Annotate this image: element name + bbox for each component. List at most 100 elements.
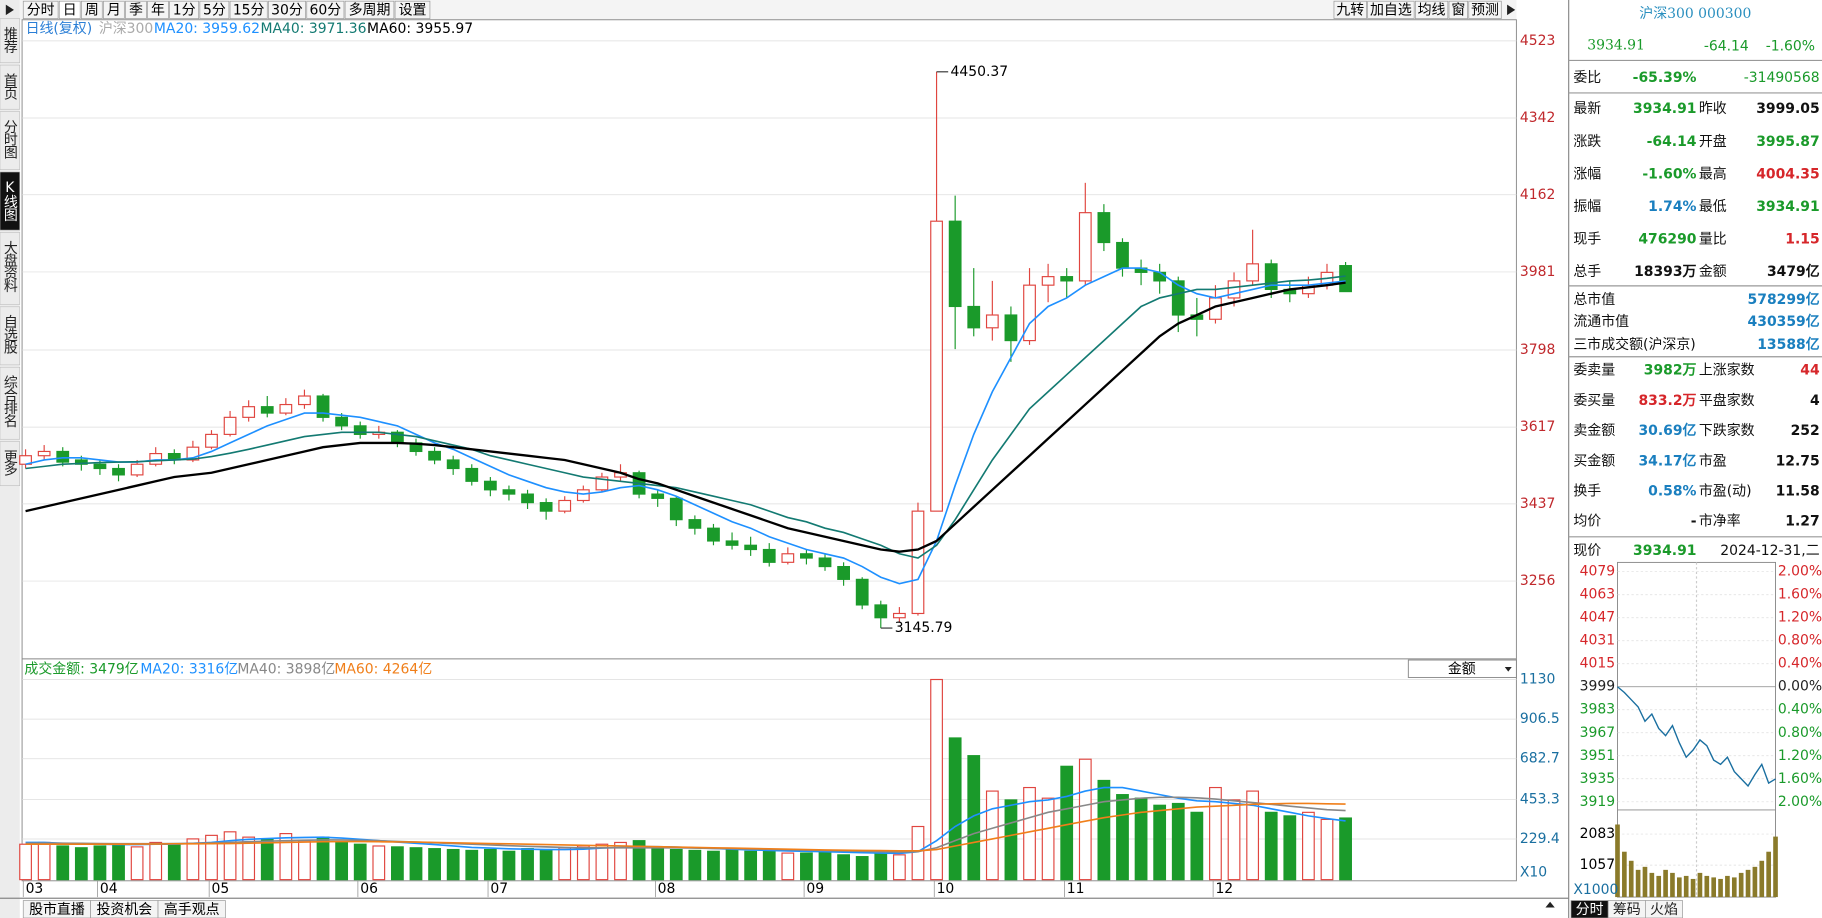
toolbar-button[interactable]: [394, 0, 431, 19]
sidebar-tab-label[interactable]: 综合排名: [2, 375, 18, 428]
volume-selector-label[interactable]: 金额: [1448, 661, 1476, 677]
quote-value: 3999.05: [1756, 101, 1819, 117]
toolbar-button[interactable]: [1333, 0, 1367, 19]
volume-bar: [316, 836, 330, 881]
scroll-up-icon[interactable]: [1545, 901, 1555, 908]
sidebar-tab-label[interactable]: 分时图: [2, 120, 18, 160]
quote-value: 13588亿: [1757, 336, 1819, 353]
volume-bar: [744, 850, 758, 881]
bottom-tab-label[interactable]: 股市直播: [29, 901, 85, 918]
intraday-volume-bar: [1745, 869, 1751, 898]
toolbar-button[interactable]: [268, 0, 306, 19]
toolbar-button-label[interactable]: 15分: [233, 2, 265, 18]
candle-body: [837, 565, 850, 580]
toolbar-button[interactable]: [147, 0, 169, 19]
volume-bar: [1041, 797, 1055, 881]
sidebar-tab-label[interactable]: 首页: [2, 73, 18, 100]
toolbar-arrow[interactable]: [1507, 4, 1516, 16]
intraday-tab-label[interactable]: 分时: [1576, 902, 1604, 918]
sidebar-tab-label[interactable]: 推荐: [2, 27, 18, 54]
toolbar-button[interactable]: [169, 0, 200, 19]
toolbar-button-label[interactable]: 5分: [203, 2, 226, 18]
volume-bar: [1153, 804, 1167, 881]
toolbar-button-label[interactable]: 加自选: [1370, 2, 1412, 18]
sidebar-tab[interactable]: [0, 64, 21, 110]
toolbar-button[interactable]: [1468, 0, 1502, 19]
sidebar-tab-label[interactable]: 大盘资料: [2, 241, 18, 294]
toolbar-button[interactable]: [1414, 0, 1449, 19]
volume-bar: [502, 850, 516, 881]
toolbar-button[interactable]: [103, 0, 125, 19]
volume-bar: [186, 838, 200, 881]
toolbar-button[interactable]: [125, 0, 147, 19]
volume-bar: [707, 850, 720, 881]
toolbar-button-label[interactable]: 预测: [1471, 2, 1499, 18]
y-tick-label: 1130: [1520, 672, 1555, 688]
toolbar-button-label[interactable]: 30分: [271, 2, 303, 18]
quote-value: 3479亿: [1767, 263, 1820, 280]
toolbar-arrow[interactable]: [5, 4, 14, 16]
quote-label: 最低: [1699, 199, 1727, 215]
volume-bar: [595, 843, 609, 881]
toolbar-button-label[interactable]: 窗: [1451, 1, 1465, 18]
toolbar-button[interactable]: [199, 0, 230, 19]
candle-body: [37, 450, 51, 457]
candle-body: [298, 395, 311, 406]
toolbar-button[interactable]: [58, 0, 81, 19]
volume-bar: [1264, 811, 1278, 881]
toolbar-button[interactable]: [306, 0, 345, 19]
bottom-tab-label[interactable]: 高手观点: [164, 901, 220, 918]
candle-body: [1023, 284, 1036, 342]
toolbar-button[interactable]: [22, 0, 59, 19]
y-tick-label: 4047: [1580, 610, 1615, 626]
toolbar-button-label[interactable]: 日: [63, 2, 77, 18]
toolbar-button-label[interactable]: 分时: [27, 2, 55, 18]
volume-bar: [372, 845, 386, 881]
ma-line: [25, 275, 1346, 559]
toolbar-button[interactable]: [1448, 0, 1468, 19]
sidebar-tab[interactable]: [0, 171, 21, 231]
sidebar-tab-label[interactable]: 自选股: [2, 315, 18, 356]
intraday-tab-label[interactable]: 火焰: [1650, 902, 1678, 918]
volume-selector[interactable]: [1407, 659, 1517, 678]
quote-value: 578299亿: [1748, 291, 1820, 308]
toolbar-button-label[interactable]: 季: [129, 2, 143, 18]
x-tick-label: 07: [490, 881, 508, 897]
x-tick-label: 03: [26, 881, 44, 897]
candle-body: [130, 463, 144, 476]
bottom-tab-label[interactable]: 投资机会: [96, 902, 152, 918]
toolbar-button[interactable]: [229, 0, 268, 19]
x-tick-label: 08: [658, 881, 676, 897]
sidebar-tab[interactable]: [0, 232, 21, 305]
toolbar-button-label[interactable]: 月: [107, 2, 121, 18]
toolbar-button-label[interactable]: 年: [151, 2, 165, 18]
sidebar-tab[interactable]: [0, 306, 21, 366]
candle-body: [1171, 280, 1185, 316]
toolbar-button[interactable]: [80, 0, 103, 19]
toolbar-button-label[interactable]: 均线: [1418, 2, 1446, 18]
sidebar-tab[interactable]: [0, 18, 21, 64]
sidebar-tab-label[interactable]: K线图: [2, 180, 18, 222]
intraday-tab-label[interactable]: 筹码: [1613, 901, 1641, 918]
pct-tick-label: 2.00%: [1778, 564, 1822, 580]
sidebar-tab[interactable]: [0, 111, 21, 170]
candle-body: [576, 489, 590, 502]
y-tick-label: 3919: [1580, 794, 1615, 810]
toolbar-button-label[interactable]: 1分: [173, 2, 196, 18]
selector-arrow[interactable]: [1504, 666, 1512, 672]
toolbar-button-label[interactable]: 多周期: [349, 1, 391, 18]
volume-bar: [651, 847, 665, 881]
volume-bar: [223, 831, 237, 881]
toolbar-button-label[interactable]: 九转: [1336, 2, 1364, 18]
toolbar-button-label[interactable]: 60分: [310, 2, 342, 18]
toolbar-button[interactable]: [344, 0, 395, 19]
sidebar-tab[interactable]: [0, 366, 21, 440]
toolbar-button-label[interactable]: 设置: [399, 2, 427, 18]
volume-bar: [446, 848, 460, 881]
sidebar-tab-label[interactable]: 更多: [2, 450, 18, 477]
quote-label: 平盘家数: [1699, 392, 1755, 409]
toolbar-button-label[interactable]: 周: [85, 2, 99, 18]
candle-body: [725, 540, 739, 546]
toolbar-button[interactable]: [1367, 0, 1415, 19]
